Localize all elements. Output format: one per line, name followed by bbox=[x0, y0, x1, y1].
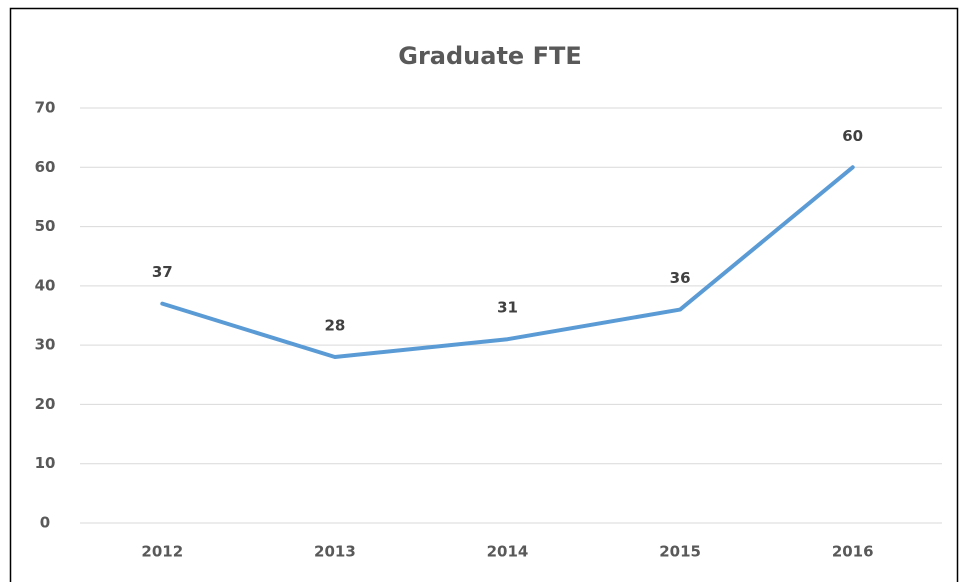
y-tick-label: 20 bbox=[35, 395, 56, 413]
x-tick-label: 2013 bbox=[314, 543, 356, 561]
line bbox=[160, 165, 855, 359]
x-tick-label: 2012 bbox=[141, 543, 183, 561]
y-tick-label: 10 bbox=[35, 454, 56, 472]
x-tick-label: 2014 bbox=[487, 543, 529, 561]
data-label: 36 bbox=[670, 269, 691, 287]
data-label: 28 bbox=[324, 317, 345, 335]
y-tick-label: 30 bbox=[35, 336, 56, 354]
x-tick-label: 2016 bbox=[832, 543, 874, 561]
y-tick-label: 50 bbox=[35, 217, 56, 235]
y-tick-label: 60 bbox=[35, 158, 56, 176]
y-tick-label: 40 bbox=[35, 276, 56, 294]
y-tick-label: 0 bbox=[40, 514, 50, 532]
chart-border bbox=[9, 7, 959, 582]
data-label: 60 bbox=[842, 127, 863, 145]
chart-title: Graduate FTE bbox=[398, 42, 581, 70]
x-tick-label: 2015 bbox=[659, 543, 701, 561]
data-label: 37 bbox=[152, 263, 173, 281]
data-label: 31 bbox=[497, 299, 518, 317]
y-tick-label: 70 bbox=[35, 99, 56, 117]
